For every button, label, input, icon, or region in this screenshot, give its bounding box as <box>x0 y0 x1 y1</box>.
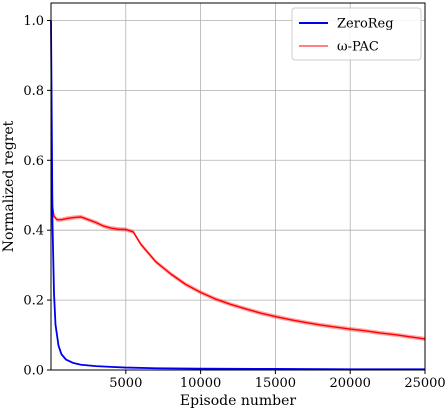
plot-frame <box>50 2 426 371</box>
x-tick-label: 25000 <box>404 376 445 391</box>
series-line-zeroreg <box>50 20 425 371</box>
x-tick-label: 5000 <box>109 376 142 391</box>
series-line-omega-pac <box>50 20 426 340</box>
x-tick-label: 10000 <box>180 376 221 391</box>
y-tick-label: 0.8 <box>23 84 44 99</box>
x-axis-label: Episode number <box>180 393 297 409</box>
x-tick-label: 20000 <box>330 376 371 391</box>
y-axis-label: Normalized regret <box>1 120 17 252</box>
ticks: 5000 10000 15000 20000 25000 0.0 0.2 0.4 0.6 0.8 1… <box>23 14 445 391</box>
y-tick-label: 0.2 <box>23 294 44 309</box>
legend-box <box>291 7 422 61</box>
legend-label-omega-pac: ω-PAC <box>337 40 379 55</box>
y-tick-label: 0.4 <box>23 224 44 239</box>
y-tick-label: 0.0 <box>23 364 44 379</box>
legend-label-zeroreg: ZeroReg <box>337 17 394 32</box>
y-tick-label: 1.0 <box>23 14 44 29</box>
omega-pac-confidence-band <box>51 18 425 341</box>
series-layer <box>50 18 426 371</box>
y-tick-label: 0.6 <box>23 154 44 169</box>
x-tick-label: 15000 <box>255 376 296 391</box>
legend: ZeroReg ω-PAC <box>291 7 422 61</box>
